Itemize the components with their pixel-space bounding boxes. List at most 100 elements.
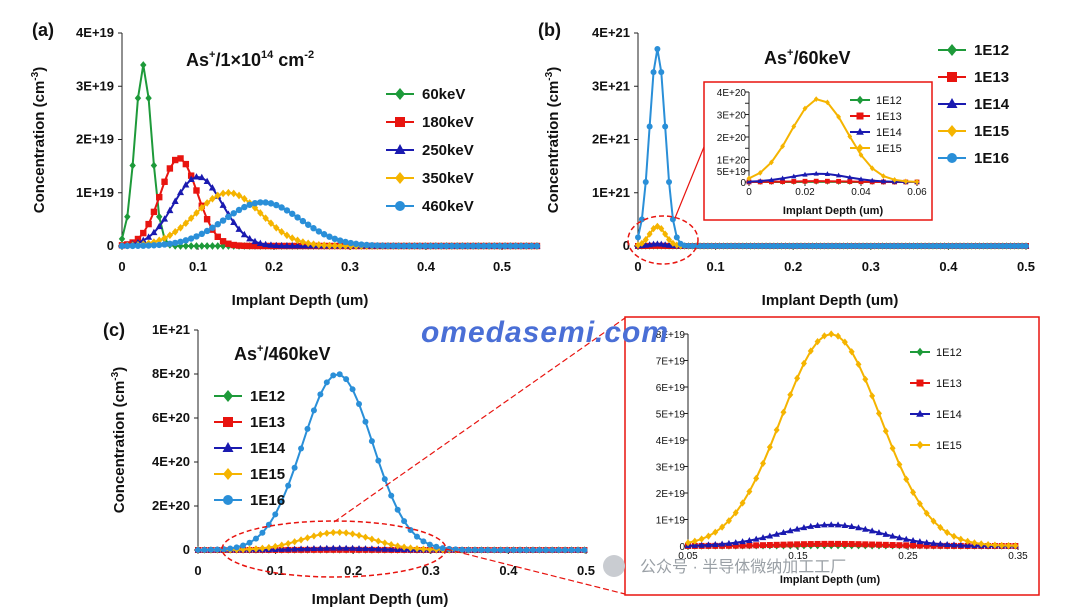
data-point-460keV xyxy=(214,221,221,228)
watermark-text: omedasemi.com xyxy=(421,316,669,349)
legend-marker-1E13 xyxy=(856,112,864,120)
data-point-1E16 xyxy=(240,542,247,549)
legend-label-460keV: 460keV xyxy=(422,198,474,215)
data-point-1E13 xyxy=(791,179,797,184)
y-tick-label: 2E+19 xyxy=(656,489,686,500)
data-point-250keV xyxy=(272,241,280,249)
data-point-1E15 xyxy=(691,537,698,545)
data-point-60keV xyxy=(209,242,216,250)
data-point-1E15 xyxy=(903,178,909,185)
data-point-350keV xyxy=(278,228,285,236)
data-point-350keV xyxy=(214,191,221,200)
data-point-1E15 xyxy=(780,408,787,416)
legend-label-1E14: 1E14 xyxy=(936,409,962,421)
data-point-1E16 xyxy=(549,547,556,553)
y-tick-label: 6E+20 xyxy=(152,410,190,425)
data-point-250keV xyxy=(208,184,216,191)
data-point-1E15 xyxy=(971,539,978,547)
data-point-1E15 xyxy=(1005,542,1012,550)
y-tick-label: 1E+20 xyxy=(717,156,747,167)
y-tick-label: 4E+19 xyxy=(656,436,686,447)
data-point-1E15 xyxy=(375,537,382,545)
data-point-350keV xyxy=(289,234,296,242)
data-point-460keV xyxy=(219,217,227,224)
data-point-460keV xyxy=(294,214,301,221)
title-text: /60keV xyxy=(793,48,850,68)
legend-label-1E15: 1E15 xyxy=(250,466,285,483)
data-point-1E16 xyxy=(562,547,569,553)
data-point-460keV xyxy=(379,242,386,249)
data-point-1E15 xyxy=(896,460,903,469)
data-point-1E13 xyxy=(903,542,910,549)
data-point-1E15 xyxy=(760,459,767,468)
data-point-1E15 xyxy=(349,530,356,538)
data-point-1E14 xyxy=(909,537,917,544)
data-point-460keV xyxy=(134,242,142,249)
data-point-460keV xyxy=(517,242,525,250)
panel-label-c: (c) xyxy=(103,320,125,340)
x-tick-label: 0.1 xyxy=(267,563,285,578)
data-point-460keV xyxy=(320,231,328,238)
y-tick-label: 0 xyxy=(623,238,630,253)
y-axis-label: Concentration (cm-3) xyxy=(110,367,128,513)
data-point-1E15 xyxy=(298,536,305,544)
data-point-250keV xyxy=(230,218,238,226)
data-point-1E16 xyxy=(195,546,201,553)
y-axis-label-text: Concentration (cm xyxy=(545,81,562,214)
data-point-1E15 xyxy=(766,443,773,451)
data-point-250keV xyxy=(171,197,179,204)
data-point-1E16 xyxy=(317,391,324,398)
data-point-460keV xyxy=(118,242,126,250)
data-point-1E16 xyxy=(658,69,665,76)
data-point-1E14 xyxy=(698,541,705,548)
title-sup: 14 xyxy=(261,49,274,61)
data-point-1E15 xyxy=(638,239,645,247)
data-point-1E15 xyxy=(685,539,691,547)
data-point-1E14 xyxy=(943,541,951,548)
series-line-1E15 xyxy=(748,98,918,183)
data-point-1E14 xyxy=(284,545,292,552)
panel-b-chart: 0 0.1 0.2 0.3 0.4 0.5 0 1E+21 2E+21 3E+21 4E+21 (b)… xyxy=(538,20,1035,309)
x-tick-label: 0.4 xyxy=(499,563,518,578)
data-point-1E14 xyxy=(691,541,699,548)
data-point-1E14 xyxy=(882,530,890,537)
data-point-60keV xyxy=(198,242,205,250)
data-point-460keV xyxy=(395,242,402,250)
data-point-250keV xyxy=(283,242,291,249)
legend-marker-1E16 xyxy=(223,495,233,505)
data-point-1E13 xyxy=(858,179,864,185)
panel-label-b: (b) xyxy=(538,20,561,40)
data-point-60keV xyxy=(187,242,195,250)
data-point-1E15 xyxy=(304,534,311,542)
data-point-1E14 xyxy=(355,544,363,551)
data-point-1E16 xyxy=(517,546,524,553)
data-point-1E13 xyxy=(882,541,889,548)
data-point-460keV xyxy=(326,233,333,240)
data-point-180keV xyxy=(251,242,259,250)
y-tick-label: 0 xyxy=(107,238,114,253)
data-point-1E15 xyxy=(712,528,719,536)
legend-label-1E13: 1E13 xyxy=(936,378,962,390)
x-tick-label: 0.5 xyxy=(577,563,595,578)
y-tick-label: 8E+20 xyxy=(152,366,190,381)
data-point-1E16 xyxy=(278,498,285,505)
data-point-1E15 xyxy=(356,531,363,539)
data-point-1E15 xyxy=(916,500,923,508)
data-point-460keV xyxy=(145,242,152,249)
y-axis-label-close: ) xyxy=(545,67,562,72)
data-point-1E15 xyxy=(903,475,910,483)
panel-a-chart: 0 0.1 0.2 0.3 0.4 0.5 0 1E+19 2E+19 3E+19 4E+19 (a)… xyxy=(30,20,541,309)
data-point-350keV xyxy=(342,242,349,250)
data-point-1E16 xyxy=(420,538,427,545)
x-tick-label: 0 xyxy=(118,259,125,274)
y-tick-label: 1E+21 xyxy=(152,322,190,337)
data-point-1E14 xyxy=(800,524,808,531)
data-point-460keV xyxy=(273,201,280,209)
data-point-1E14 xyxy=(342,544,350,551)
data-point-1E14 xyxy=(739,538,746,545)
data-point-1E15 xyxy=(401,543,408,551)
legend-marker-1E13 xyxy=(947,72,957,82)
data-point-1E16 xyxy=(1023,243,1029,249)
data-point-1E16 xyxy=(388,492,395,499)
data-point-180keV xyxy=(219,238,227,245)
